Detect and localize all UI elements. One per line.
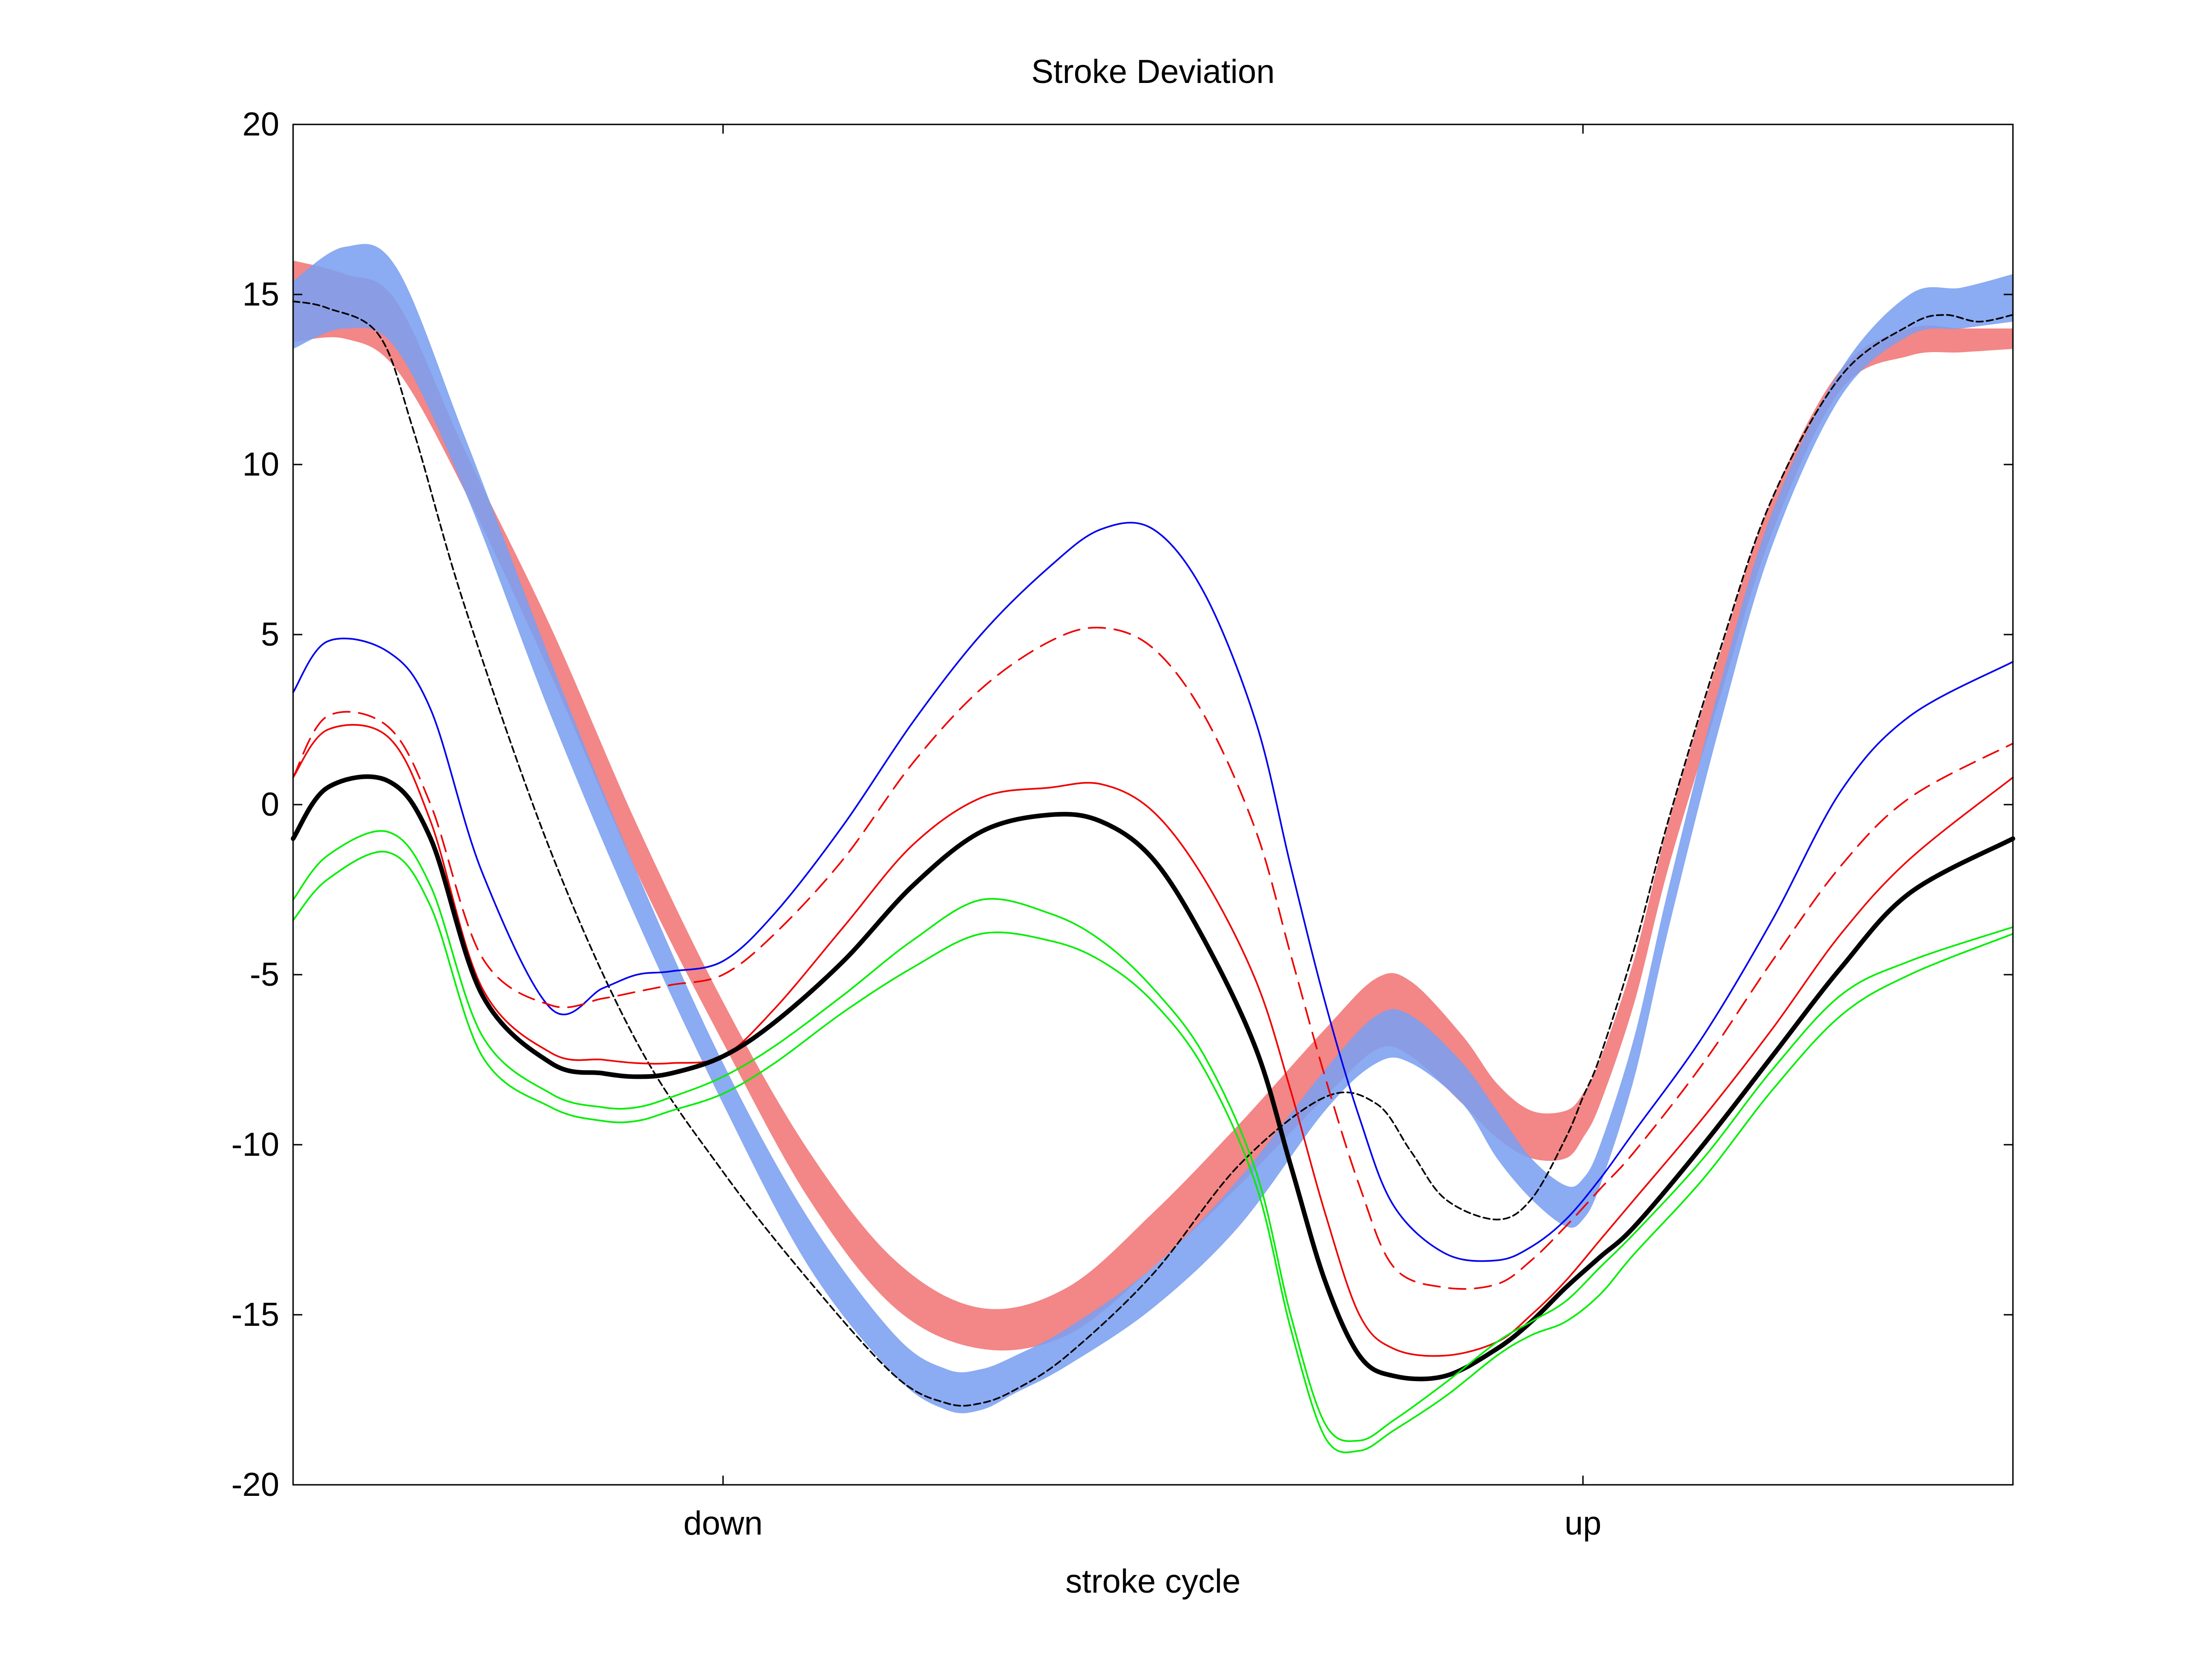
series-line-6 <box>292 830 2014 1442</box>
series-line-4 <box>292 724 2014 1357</box>
y-tick-label: 20 <box>242 106 279 143</box>
series-line-2 <box>292 522 2014 1262</box>
y-tick-label: 5 <box>261 616 279 653</box>
y-tick-label: -5 <box>250 956 279 993</box>
x-tick-label: down <box>683 1505 763 1542</box>
band-layer <box>293 244 2013 1413</box>
y-tick-label: 0 <box>261 786 279 823</box>
y-tick-label: -10 <box>231 1126 279 1163</box>
series-line-7 <box>292 851 2014 1453</box>
x-tick-label: up <box>1565 1505 1601 1542</box>
series-line-5 <box>291 774 2015 1382</box>
y-tick-label: 15 <box>242 276 279 313</box>
chart-title: Stroke Deviation <box>1031 53 1275 90</box>
tick-layer: 20 15 10 5 0 -5 -10 -15 -20 down up <box>231 106 2013 1542</box>
y-tick-label: 10 <box>242 446 279 483</box>
series-line-3 <box>292 627 2014 1290</box>
y-tick-label: -20 <box>231 1466 279 1503</box>
y-tick-label: -15 <box>231 1296 279 1333</box>
series-line-1 <box>292 300 2014 1407</box>
plot-frame <box>292 124 2014 1486</box>
series-layer <box>291 300 2015 1453</box>
x-axis-title: stroke cycle <box>1065 1563 1241 1600</box>
